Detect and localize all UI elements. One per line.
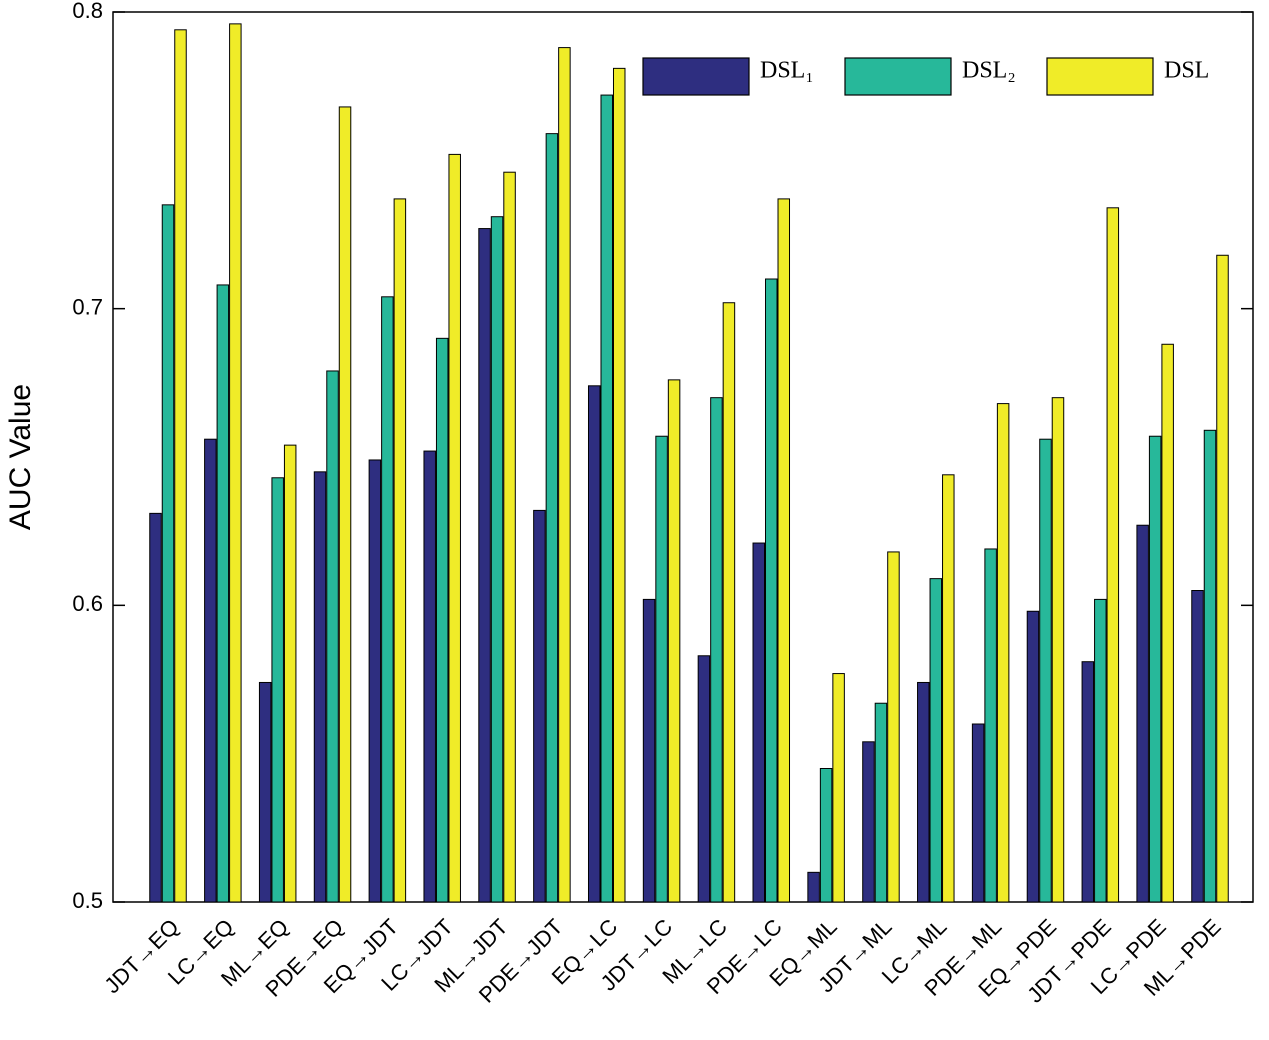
bar <box>642 598 656 903</box>
bar <box>1026 610 1040 903</box>
bar <box>533 509 546 903</box>
bar <box>942 474 955 903</box>
legend-swatch <box>844 57 952 96</box>
bar <box>545 133 559 903</box>
bar <box>283 444 297 903</box>
bar <box>490 216 504 903</box>
y-tick-label: 0.5 <box>72 888 103 913</box>
bar <box>326 370 339 903</box>
bar <box>381 296 394 903</box>
bar <box>1094 598 1107 903</box>
bar <box>1203 429 1217 903</box>
bar <box>600 94 613 903</box>
bar <box>832 673 845 903</box>
bar <box>558 47 571 903</box>
bar <box>971 723 985 903</box>
bar <box>765 278 778 903</box>
bar <box>929 578 943 903</box>
y-axis-label: AUC Value <box>4 384 37 530</box>
legend-swatch <box>1046 57 1154 96</box>
bar <box>887 551 900 903</box>
y-tick-label: 0.7 <box>72 294 103 319</box>
bar <box>1106 207 1120 903</box>
bar <box>1191 590 1204 903</box>
bar <box>393 198 407 903</box>
legend-label: DSL <box>1164 58 1209 84</box>
bar <box>1161 343 1174 903</box>
x-tick-label: JDT→EQ <box>99 914 183 998</box>
bar <box>996 403 1010 903</box>
bar <box>807 871 820 903</box>
bar <box>423 450 436 903</box>
bar <box>1039 438 1052 903</box>
bar <box>862 741 875 903</box>
bar <box>503 171 516 903</box>
bar <box>204 438 217 903</box>
plot-frame <box>112 11 1254 903</box>
bar <box>697 655 711 903</box>
bar <box>917 681 930 903</box>
bar <box>174 29 187 903</box>
bar <box>448 153 461 903</box>
bar <box>313 471 327 903</box>
bar <box>1081 661 1095 903</box>
legend-label: DSL₁ <box>760 58 814 84</box>
bar <box>258 681 272 903</box>
bar <box>368 459 382 903</box>
bar <box>1148 435 1162 903</box>
bar <box>1136 524 1149 903</box>
bar <box>819 768 833 903</box>
bar <box>149 512 162 903</box>
bar <box>752 542 766 903</box>
bar <box>161 204 175 903</box>
legend-swatch <box>642 57 750 96</box>
bar <box>587 385 601 903</box>
bar <box>722 302 736 903</box>
bar <box>435 337 449 903</box>
bar <box>710 397 723 903</box>
y-tick-label: 0.6 <box>72 591 103 616</box>
bar <box>478 228 491 903</box>
bar <box>984 548 997 903</box>
bar <box>612 67 626 903</box>
y-tick-label: 0.8 <box>72 0 103 23</box>
bar <box>777 198 791 903</box>
bar <box>874 702 888 903</box>
legend-label: DSL₂ <box>962 58 1016 84</box>
bar <box>667 379 681 903</box>
bar <box>1051 397 1065 903</box>
bar <box>216 284 230 903</box>
bar <box>271 477 284 903</box>
bar <box>655 435 668 903</box>
bar <box>229 23 242 903</box>
bar <box>338 106 352 903</box>
bar <box>1216 254 1229 903</box>
